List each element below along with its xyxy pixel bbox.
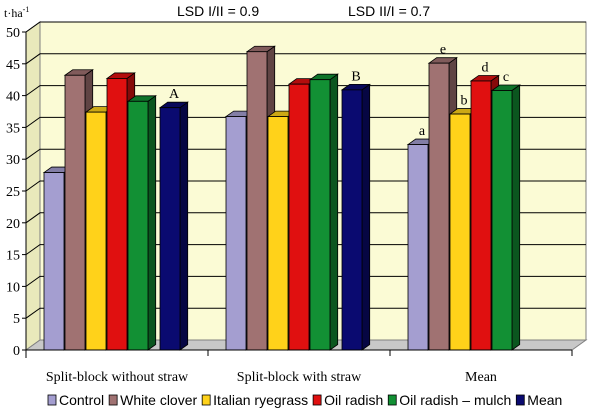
bar-letter: B: [351, 69, 360, 84]
bar-letter: c: [503, 70, 509, 85]
y-tick-label: 50: [6, 26, 20, 41]
legend-label: Oil radish: [324, 392, 383, 408]
y-tick-label: 25: [6, 185, 20, 200]
y-unit-label: t·ha-1: [4, 5, 29, 20]
bar-front: [470, 80, 492, 351]
bar-front: [491, 90, 513, 351]
bars: [42, 45, 521, 351]
bar-front: [309, 79, 331, 351]
x-category-label: Split-block with straw: [237, 370, 362, 385]
bar-front: [428, 62, 450, 351]
gridlines: [25, 21, 586, 319]
bar-side: [511, 84, 521, 351]
bar-front: [449, 113, 471, 351]
y-tick-labels: 0 5 10 15 20 25 30 35 40 45 50: [6, 26, 20, 359]
gridline: [25, 212, 586, 224]
bar-side: [329, 73, 339, 351]
y-tick-label: 20: [6, 217, 20, 232]
legend-item: Oil radish – mulch: [387, 392, 511, 408]
bar-letter: A: [169, 87, 180, 102]
bar-front: [85, 111, 107, 351]
bar-letter: b: [461, 94, 468, 109]
x-category-label: Split-block without straw: [46, 370, 189, 385]
legend-label: Italian ryegrass: [213, 392, 308, 408]
legend-item: Control: [47, 392, 104, 408]
bar: [340, 83, 371, 351]
gridline: [25, 148, 586, 160]
gridline: [25, 275, 586, 287]
legend: Control White clover Italian ryegrass Oil r…: [47, 392, 562, 408]
bar: [490, 84, 521, 351]
y-tick-label: 5: [13, 312, 20, 327]
bar-side: [361, 83, 371, 351]
legend-swatch: [312, 394, 322, 406]
legend-item: White clover: [108, 392, 197, 408]
legend-swatch: [515, 394, 525, 406]
bar-front: [341, 89, 363, 351]
bar-front: [43, 172, 65, 351]
legend-label: Mean: [527, 392, 562, 408]
legend-label: Control: [59, 392, 104, 408]
lsd-label-2: LSD II/I = 0.7: [348, 3, 430, 19]
bar-front: [267, 116, 289, 351]
y-tick-label: 10: [6, 280, 20, 295]
bar-front: [127, 100, 149, 351]
bar-front: [159, 107, 181, 351]
bar: [308, 73, 339, 351]
bar-letter: d: [482, 60, 489, 75]
gridline: [25, 244, 586, 256]
bar-letter: a: [419, 124, 426, 139]
lsd-label-1: LSD I/II = 0.9: [177, 3, 259, 19]
gridline: [25, 180, 586, 192]
bar-front: [64, 74, 86, 351]
legend-item: Mean: [515, 392, 562, 408]
legend-swatch: [108, 394, 118, 406]
gridline: [25, 116, 586, 128]
legend-swatch: [387, 394, 397, 406]
bar-front: [106, 78, 128, 351]
bar: [126, 95, 157, 351]
bar-front: [288, 83, 310, 351]
legend-label: Oil radish – mulch: [399, 392, 511, 408]
legend-item: Italian ryegrass: [201, 392, 308, 408]
gridline: [25, 307, 586, 319]
gridline: [25, 21, 586, 33]
legend-item: Oil radish: [312, 392, 383, 408]
y-tick-label: 0: [13, 344, 20, 359]
bar-front: [246, 51, 268, 351]
legend-swatch: [47, 394, 57, 406]
bar-side: [179, 101, 189, 351]
bar-letter: e: [440, 43, 446, 58]
y-tick-label: 15: [6, 249, 20, 264]
y-tick-label: 35: [6, 121, 20, 136]
x-category-labels: Split-block without straw Split-block wit…: [46, 370, 497, 385]
legend-label: White clover: [120, 392, 197, 408]
bar-front: [225, 116, 247, 351]
bar: [158, 101, 189, 351]
y-tick-label: 30: [6, 153, 20, 168]
gridline: [25, 85, 586, 97]
axes: [22, 31, 573, 358]
legend-swatch: [201, 394, 211, 406]
y-tick-label: 40: [6, 90, 20, 105]
x-category-label: Mean: [465, 370, 497, 385]
y-tick-label: 45: [6, 58, 20, 73]
bar-front: [407, 144, 429, 351]
bar-letters: A Ba e b dc: [169, 43, 509, 139]
bar-side: [147, 95, 157, 351]
gridline: [25, 53, 586, 65]
